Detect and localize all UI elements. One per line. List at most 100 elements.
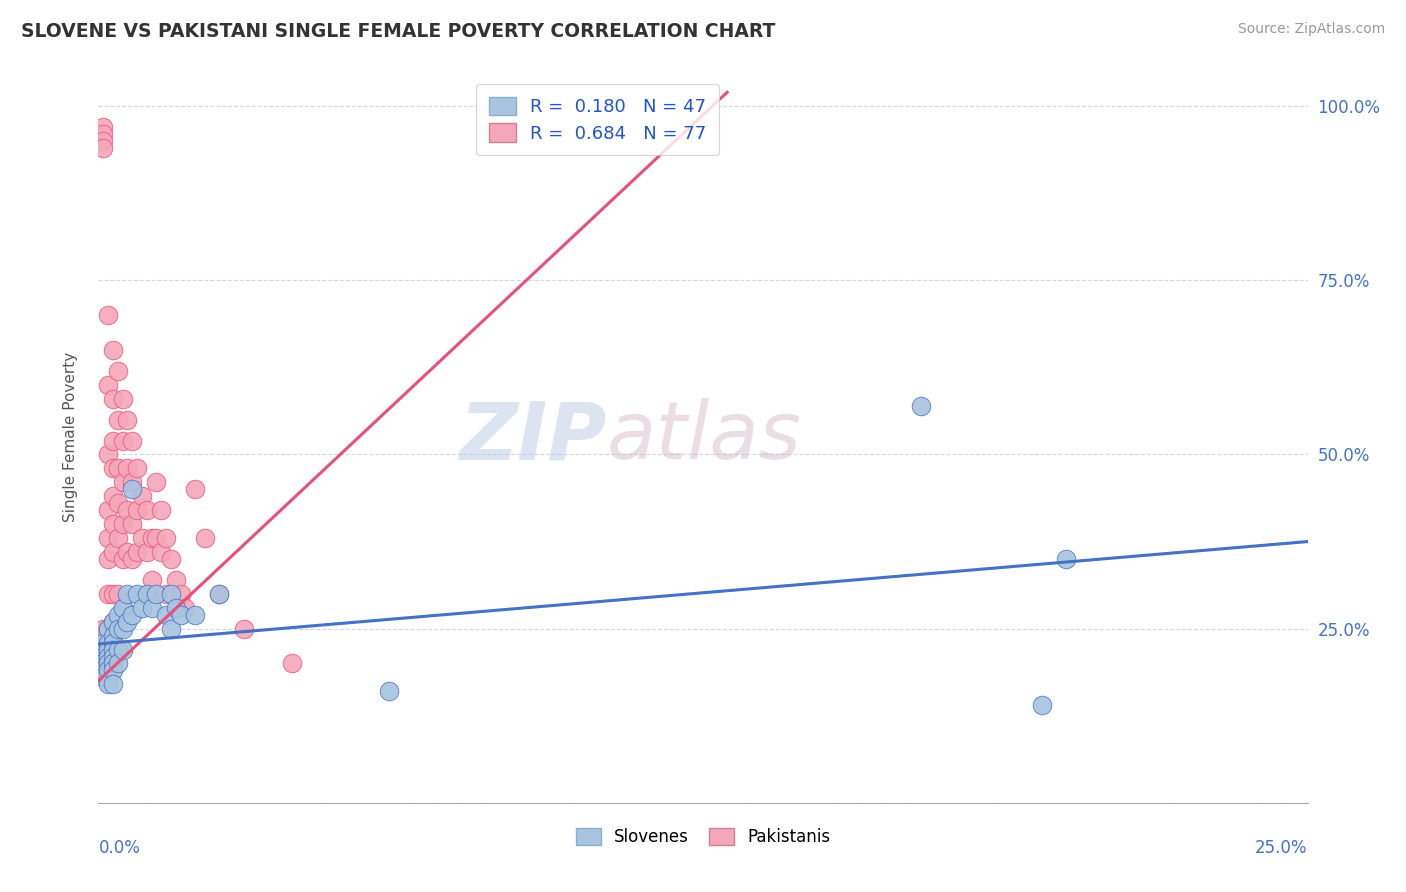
- Point: [194, 531, 217, 545]
- Point: [281, 657, 304, 671]
- Point: [107, 657, 129, 671]
- Point: [121, 517, 143, 532]
- Point: [97, 635, 120, 649]
- Point: [91, 649, 114, 664]
- Point: [91, 134, 114, 148]
- Point: [145, 531, 167, 545]
- Point: [127, 545, 149, 559]
- Point: [101, 517, 124, 532]
- Point: [117, 587, 139, 601]
- Point: [97, 531, 120, 545]
- Point: [111, 600, 134, 615]
- Point: [97, 649, 120, 664]
- Point: [101, 635, 124, 649]
- Point: [150, 545, 173, 559]
- Point: [91, 657, 114, 671]
- Point: [1054, 552, 1077, 566]
- Point: [101, 489, 124, 503]
- Text: 0.0%: 0.0%: [98, 839, 141, 857]
- Point: [121, 607, 143, 622]
- Point: [107, 531, 129, 545]
- Point: [111, 642, 134, 657]
- Point: [97, 642, 120, 657]
- Point: [121, 475, 143, 490]
- Point: [107, 607, 129, 622]
- Text: 25.0%: 25.0%: [1256, 839, 1308, 857]
- Point: [165, 573, 187, 587]
- Point: [127, 587, 149, 601]
- Point: [121, 483, 143, 497]
- Point: [184, 607, 207, 622]
- Point: [91, 670, 114, 684]
- Point: [111, 552, 134, 566]
- Point: [135, 545, 157, 559]
- Point: [107, 642, 129, 657]
- Point: [97, 503, 120, 517]
- Point: [91, 127, 114, 141]
- Point: [117, 615, 139, 629]
- Point: [117, 545, 139, 559]
- Point: [97, 587, 120, 601]
- Point: [111, 434, 134, 448]
- Point: [377, 684, 399, 698]
- Point: [97, 552, 120, 566]
- Point: [107, 461, 129, 475]
- Point: [91, 635, 114, 649]
- Point: [101, 677, 124, 691]
- Point: [91, 657, 114, 671]
- Text: Source: ZipAtlas.com: Source: ZipAtlas.com: [1237, 22, 1385, 37]
- Point: [121, 434, 143, 448]
- Point: [160, 587, 183, 601]
- Point: [155, 607, 177, 622]
- Point: [91, 120, 114, 134]
- Point: [910, 399, 932, 413]
- Point: [107, 622, 129, 636]
- Point: [97, 677, 120, 691]
- Point: [117, 503, 139, 517]
- Point: [101, 392, 124, 406]
- Point: [131, 531, 153, 545]
- Point: [165, 600, 187, 615]
- Point: [169, 587, 191, 601]
- Point: [155, 587, 177, 601]
- Point: [101, 343, 124, 357]
- Point: [97, 622, 120, 636]
- Point: [91, 649, 114, 664]
- Point: [101, 545, 124, 559]
- Point: [91, 670, 114, 684]
- Point: [111, 392, 134, 406]
- Point: [91, 141, 114, 155]
- Point: [101, 664, 124, 678]
- Point: [91, 664, 114, 678]
- Point: [232, 622, 254, 636]
- Point: [160, 622, 183, 636]
- Point: [101, 657, 124, 671]
- Point: [174, 600, 197, 615]
- Point: [117, 412, 139, 426]
- Point: [131, 489, 153, 503]
- Point: [101, 649, 124, 664]
- Point: [97, 622, 120, 636]
- Point: [169, 607, 191, 622]
- Text: ZIP: ZIP: [458, 398, 606, 476]
- Point: [107, 364, 129, 378]
- Point: [97, 377, 120, 392]
- Y-axis label: Single Female Poverty: Single Female Poverty: [63, 352, 77, 522]
- Point: [145, 587, 167, 601]
- Point: [145, 475, 167, 490]
- Point: [101, 615, 124, 629]
- Point: [107, 496, 129, 510]
- Point: [135, 587, 157, 601]
- Legend: Slovenes, Pakistanis: Slovenes, Pakistanis: [569, 822, 837, 853]
- Point: [97, 664, 120, 678]
- Point: [135, 503, 157, 517]
- Point: [121, 552, 143, 566]
- Point: [117, 461, 139, 475]
- Point: [101, 635, 124, 649]
- Point: [127, 461, 149, 475]
- Point: [141, 531, 163, 545]
- Point: [101, 461, 124, 475]
- Point: [91, 642, 114, 657]
- Point: [97, 448, 120, 462]
- Point: [160, 552, 183, 566]
